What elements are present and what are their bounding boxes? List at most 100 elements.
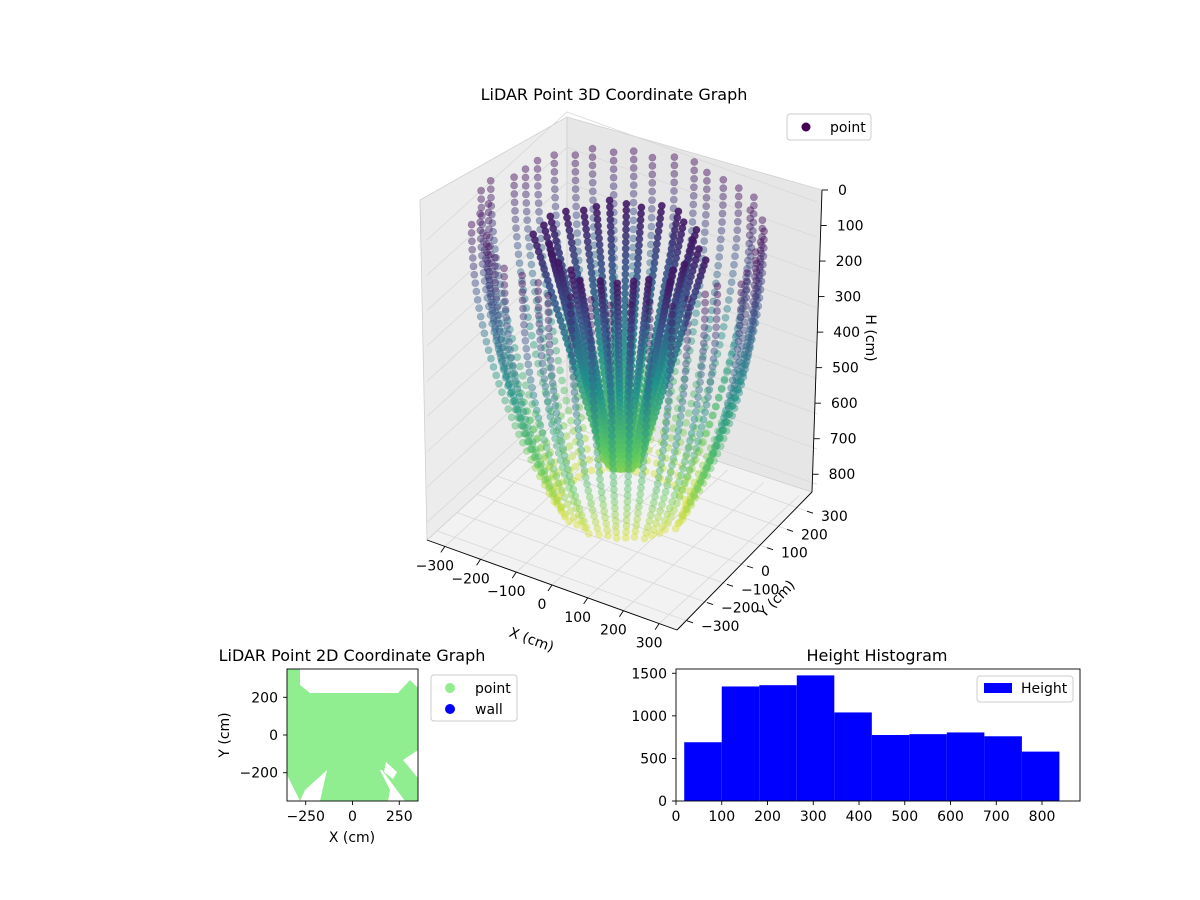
data-point [748, 305, 757, 314]
plot-2d-y-tick-label: 200 [251, 690, 278, 706]
data-point [493, 303, 501, 312]
data-point [723, 367, 731, 376]
data-point [534, 199, 543, 208]
x-tick-label: −100 [487, 584, 525, 600]
data-point [699, 347, 707, 356]
data-point [746, 214, 755, 223]
data-point [653, 479, 662, 488]
data-point [643, 400, 652, 409]
data-point [626, 341, 635, 350]
data-point [691, 455, 700, 464]
data-point [681, 495, 690, 504]
data-point [534, 414, 543, 422]
z-tick-label: 400 [833, 325, 860, 341]
data-point [606, 301, 615, 310]
data-point [668, 461, 676, 470]
data-point [579, 460, 588, 468]
data-point [534, 182, 542, 190]
data-point [659, 494, 668, 503]
data-point [521, 415, 530, 424]
data-point [587, 328, 596, 337]
data-point [559, 444, 567, 453]
data-point [749, 327, 758, 336]
data-point [609, 479, 618, 487]
data-point [570, 380, 578, 389]
data-point [537, 351, 546, 360]
data-point [587, 336, 596, 345]
data-point [597, 259, 606, 268]
data-point [668, 318, 676, 327]
data-point [468, 254, 477, 262]
data-point [743, 353, 751, 362]
data-point [706, 464, 715, 473]
data-point [606, 334, 615, 342]
data-point [511, 215, 520, 224]
data-point [597, 488, 606, 497]
data-point [756, 285, 765, 294]
data-point [668, 497, 677, 506]
data-point [573, 498, 582, 507]
data-point [595, 240, 604, 249]
data-point [588, 187, 597, 196]
data-point [701, 219, 710, 228]
data-point [580, 469, 588, 477]
data-point [511, 206, 519, 215]
data-point [730, 384, 738, 393]
data-point [735, 321, 743, 330]
data-point [727, 384, 735, 392]
data-point [737, 380, 746, 389]
data-point [510, 198, 519, 207]
data-point [653, 459, 661, 467]
data-point [647, 213, 656, 222]
data-point [696, 361, 705, 370]
data-point [709, 411, 717, 420]
data-point [664, 404, 672, 412]
data-point [497, 388, 506, 397]
histogram-bar [834, 712, 872, 801]
data-point [670, 178, 679, 187]
data-point [575, 504, 584, 513]
data-point [702, 464, 711, 473]
data-point [725, 410, 734, 418]
data-point [594, 455, 602, 463]
z-tick-label: 700 [830, 432, 857, 448]
data-point [703, 459, 712, 468]
data-point [752, 276, 761, 285]
data-point [734, 337, 743, 346]
data-point [752, 284, 760, 293]
data-point [749, 320, 758, 329]
histogram-y-tick-label: 0 [658, 794, 667, 810]
data-point [686, 436, 694, 445]
histogram-y-tick-label: 500 [640, 751, 667, 767]
histogram-bar [984, 736, 1022, 801]
data-point [642, 422, 651, 431]
data-point [657, 208, 665, 216]
point-cloud [467, 144, 768, 543]
data-point [714, 261, 723, 270]
data-point [749, 226, 757, 235]
histogram-x-tick-label: 100 [708, 809, 735, 825]
data-point [732, 386, 740, 395]
data-point [550, 185, 559, 193]
data-point [746, 322, 754, 331]
grid-line-z [426, 393, 818, 523]
data-point [754, 287, 762, 296]
data-point [749, 218, 758, 227]
data-point [475, 304, 483, 313]
data-point [745, 341, 754, 350]
data-point [748, 316, 757, 325]
data-point [722, 406, 730, 415]
legend-2d-wall-marker [445, 704, 455, 714]
data-point [519, 286, 528, 294]
data-point [728, 376, 737, 385]
data-point [684, 320, 692, 328]
data-point [741, 346, 750, 355]
data-point [567, 334, 576, 343]
data-point [690, 318, 699, 327]
data-point [543, 474, 552, 483]
data-point [629, 155, 638, 164]
data-point [511, 377, 520, 386]
data-point [655, 448, 664, 457]
data-point [730, 404, 739, 412]
data-point [690, 415, 699, 424]
